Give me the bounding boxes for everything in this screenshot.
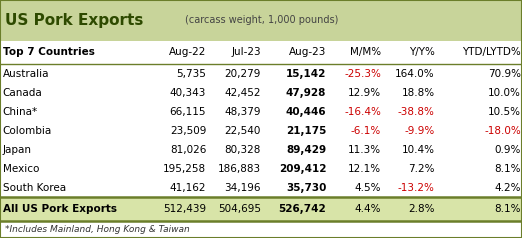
Text: -25.3%: -25.3% [344,69,381,79]
Text: Australia: Australia [3,69,49,79]
Text: Jul-23: Jul-23 [231,47,261,57]
Text: Japan: Japan [3,145,32,155]
Text: 70.9%: 70.9% [488,69,521,79]
Text: 18.8%: 18.8% [402,88,435,98]
Text: 40,446: 40,446 [286,107,326,117]
Text: China*: China* [3,107,38,117]
Text: 34,196: 34,196 [224,183,261,193]
Text: 12.1%: 12.1% [348,164,381,174]
Text: 42,452: 42,452 [224,88,261,98]
Text: 23,509: 23,509 [170,126,206,136]
FancyBboxPatch shape [0,198,522,221]
Text: 512,439: 512,439 [163,204,206,214]
Text: 526,742: 526,742 [279,204,326,214]
Text: 8.1%: 8.1% [494,204,521,214]
Text: Top 7 Countries: Top 7 Countries [3,47,94,57]
Text: 195,258: 195,258 [163,164,206,174]
Text: -16.4%: -16.4% [344,107,381,117]
Text: 10.4%: 10.4% [402,145,435,155]
Text: M/M%: M/M% [350,47,381,57]
Text: Canada: Canada [3,88,42,98]
Text: Aug-22: Aug-22 [169,47,206,57]
Text: YTD/LYTD%: YTD/LYTD% [462,47,521,57]
Text: 15,142: 15,142 [286,69,326,79]
Text: 7.2%: 7.2% [408,164,435,174]
Text: 80,328: 80,328 [224,145,261,155]
Text: -9.9%: -9.9% [405,126,435,136]
Text: 11.3%: 11.3% [348,145,381,155]
Text: 20,279: 20,279 [224,69,261,79]
FancyBboxPatch shape [0,0,522,40]
Text: 186,883: 186,883 [218,164,261,174]
Text: 66,115: 66,115 [170,107,206,117]
Text: 4.2%: 4.2% [494,183,521,193]
Text: -18.0%: -18.0% [484,126,521,136]
Text: 10.5%: 10.5% [488,107,521,117]
Text: 35,730: 35,730 [286,183,326,193]
Text: 12.9%: 12.9% [348,88,381,98]
Text: 164.0%: 164.0% [395,69,435,79]
Text: Mexico: Mexico [3,164,39,174]
Text: (carcass weight, 1,000 pounds): (carcass weight, 1,000 pounds) [185,15,339,25]
Text: 10.0%: 10.0% [488,88,521,98]
Text: 209,412: 209,412 [279,164,326,174]
Text: 21,175: 21,175 [286,126,326,136]
Text: 41,162: 41,162 [170,183,206,193]
Text: 0.9%: 0.9% [494,145,521,155]
Text: -6.1%: -6.1% [351,126,381,136]
Text: 22,540: 22,540 [224,126,261,136]
Text: 48,379: 48,379 [224,107,261,117]
Text: Y/Y%: Y/Y% [409,47,435,57]
FancyBboxPatch shape [0,221,522,238]
Text: 40,343: 40,343 [170,88,206,98]
Text: 504,695: 504,695 [218,204,261,214]
Text: 47,928: 47,928 [286,88,326,98]
FancyBboxPatch shape [0,40,522,221]
Text: 4.4%: 4.4% [354,204,381,214]
Text: *Includes Mainland, Hong Kong & Taiwan: *Includes Mainland, Hong Kong & Taiwan [5,225,190,234]
Text: 2.8%: 2.8% [408,204,435,214]
Text: US Pork Exports: US Pork Exports [5,13,144,28]
Text: -38.8%: -38.8% [398,107,435,117]
Text: 8.1%: 8.1% [494,164,521,174]
Text: 81,026: 81,026 [170,145,206,155]
Text: Colombia: Colombia [3,126,52,136]
Text: 89,429: 89,429 [286,145,326,155]
Text: 5,735: 5,735 [176,69,206,79]
Text: 4.5%: 4.5% [354,183,381,193]
Text: South Korea: South Korea [3,183,66,193]
Text: Aug-23: Aug-23 [289,47,326,57]
Text: All US Pork Exports: All US Pork Exports [3,204,116,214]
Text: -13.2%: -13.2% [398,183,435,193]
